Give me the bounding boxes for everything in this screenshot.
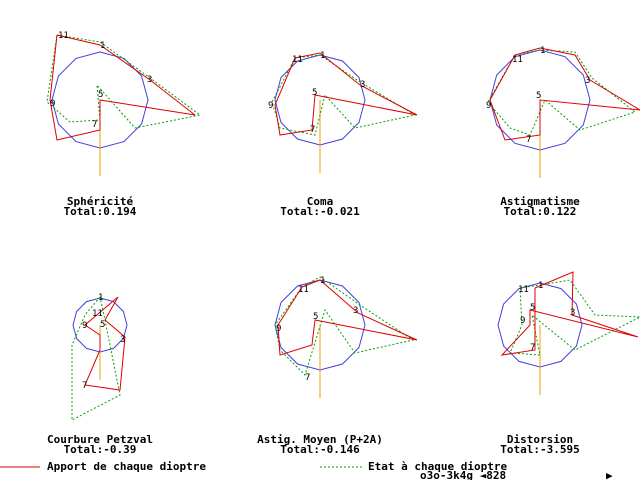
point-label: 9 (82, 321, 87, 331)
point-label: 11 (298, 285, 309, 295)
panel-title: Distorsion (507, 433, 573, 446)
point-label: 7 (305, 373, 310, 383)
point-label: 5 (100, 320, 105, 330)
status-arrow: ▶ (606, 469, 613, 480)
point-label: 9 (486, 101, 491, 111)
state-line (487, 49, 637, 136)
point-label: 3 (353, 306, 358, 316)
state-line (509, 279, 640, 356)
point-label: 5 (98, 90, 103, 100)
panel-total: Total:-0.021 (280, 205, 360, 218)
point-label: 1 (100, 41, 105, 51)
point-label: 11 (292, 55, 303, 65)
point-label: 7 (82, 381, 87, 391)
panel-total: Total:-3.595 (500, 443, 579, 456)
panel-total: Total:-0.39 (64, 443, 137, 456)
status-code: o3o-3k4g ◄828 (420, 469, 506, 480)
point-label: 1 (538, 281, 543, 291)
contribution-line (84, 296, 126, 391)
legend-contribution: Apport de chaque dioptre (47, 460, 206, 473)
state-line (271, 54, 417, 136)
point-label: 11 (512, 55, 523, 65)
point-label: 1 (98, 293, 103, 303)
point-label: 5 (530, 303, 535, 313)
point-label: 11 (92, 309, 103, 319)
point-label: 9 (268, 101, 273, 111)
legend-state: Etat à chaque dioptre (368, 460, 507, 473)
panel-title: Sphéricité (67, 195, 134, 208)
panel-total: Total:0.194 (64, 205, 137, 218)
point-label: 7 (92, 120, 97, 130)
point-label: 5 (312, 88, 317, 98)
contribution-line (274, 52, 418, 136)
point-label: 1 (540, 46, 545, 56)
point-label: 3 (570, 308, 575, 318)
point-label: 11 (58, 31, 69, 41)
contribution-line (489, 47, 640, 141)
panel-title: Astig. Moyen (P+2A) (257, 433, 383, 446)
state-line (46, 34, 202, 129)
point-label: 7 (310, 125, 315, 135)
point-label: 11 (518, 285, 529, 295)
panel-total: Total:0.122 (504, 205, 577, 218)
panel-title: Astigmatisme (500, 195, 580, 208)
contribution-line (277, 279, 418, 356)
panel-title: Courbure Petzval (47, 433, 153, 446)
state-line (274, 276, 415, 376)
point-label: 3 (120, 335, 125, 345)
point-label: 7 (530, 343, 535, 353)
point-label: 9 (50, 99, 55, 109)
point-label: 3 (585, 76, 590, 86)
contribution-line (500, 271, 639, 356)
contribution-line (49, 34, 196, 141)
point-label: 9 (520, 316, 525, 326)
point-label: 5 (313, 312, 318, 322)
point-label: 5 (536, 91, 541, 101)
point-label: 9 (276, 324, 281, 334)
point-label: 1 (320, 276, 325, 286)
point-label: 3 (360, 80, 365, 90)
point-label: 3 (147, 75, 152, 85)
point-label: 7 (526, 135, 531, 145)
panel-total: Total:-0.146 (280, 443, 360, 456)
point-label: 1 (320, 51, 325, 61)
panel-title: Coma (307, 195, 334, 208)
